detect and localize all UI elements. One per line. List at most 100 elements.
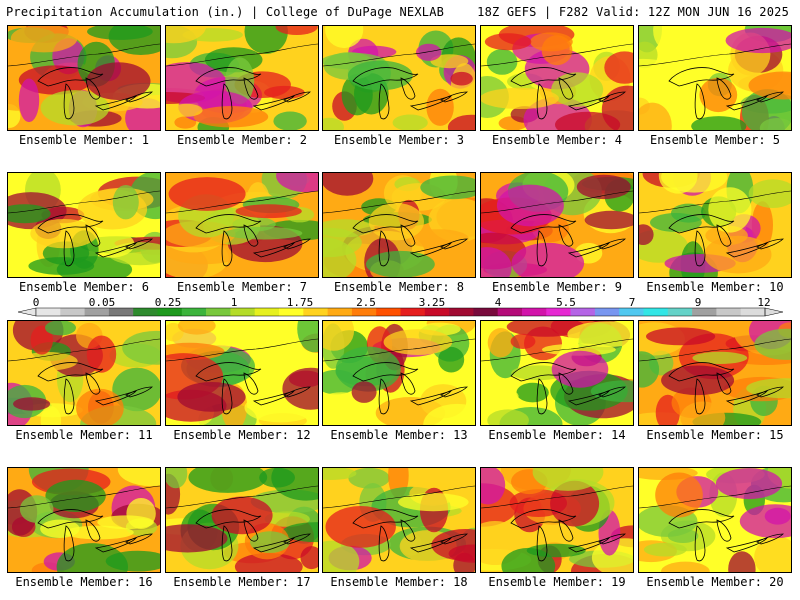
precip-field: [166, 26, 318, 130]
precip-field: [481, 26, 633, 130]
precip-field: [323, 321, 475, 425]
ensemble-member-label: Ensemble Member: 10: [646, 280, 784, 294]
precip-colorbar: [17, 307, 784, 317]
colorbar-tick: 7: [628, 296, 636, 309]
colorbar-tick: 2.5: [356, 296, 376, 309]
ensemble-map-panel: [638, 25, 792, 131]
ensemble-member-label: Ensemble Member: 1: [18, 133, 150, 147]
colorbar-tick: 1: [230, 296, 238, 309]
colorbar-swatch: [351, 308, 377, 316]
ensemble-member-label: Ensemble Member: 17: [173, 575, 311, 589]
precip-field: [639, 468, 791, 572]
colorbar-swatch: [522, 308, 547, 316]
colorbar-swatch: [206, 308, 231, 316]
colorbar-swatch: [303, 308, 328, 316]
colorbar-low-arrow: [17, 307, 37, 317]
colorbar-tick: 12: [757, 296, 771, 309]
ensemble-map-panel: [165, 25, 319, 131]
run-valid-time: 18Z GEFS | F282 Valid: 12Z MON JUN 16 20…: [477, 5, 789, 19]
colorbar-swatch: [181, 308, 207, 316]
ensemble-member-label: Ensemble Member: 18: [330, 575, 468, 589]
colorbar-swatch: [108, 308, 134, 316]
ensemble-member-label: Ensemble Member: 16: [15, 575, 153, 589]
ensemble-map-panel: [638, 172, 792, 278]
colorbar-swatch: [84, 308, 110, 316]
ensemble-member-label: Ensemble Member: 15: [646, 428, 784, 442]
precip-field: [481, 468, 633, 572]
ensemble-member-label: Ensemble Member: 6: [18, 280, 150, 294]
colorbar-swatch: [424, 308, 450, 316]
colorbar-swatch: [449, 308, 474, 316]
ensemble-member-label: Ensemble Member: 20: [646, 575, 784, 589]
colorbar-tick: 0.05: [88, 296, 116, 309]
ensemble-map-panel: [322, 320, 476, 426]
ensemble-member-label: Ensemble Member: 12: [173, 428, 311, 442]
product-title: Precipitation Accumulation (in.) | Colle…: [6, 5, 445, 19]
colorbar-swatch: [157, 308, 183, 316]
colorbar-swatch: [716, 308, 741, 316]
colorbar-swatch: [279, 308, 304, 316]
colorbar-swatch: [473, 308, 498, 316]
ensemble-map-panel: [165, 172, 319, 278]
precip-field: [8, 173, 160, 277]
colorbar-swatch: [230, 308, 255, 316]
ensemble-member-label: Ensemble Member: 13: [330, 428, 468, 442]
colorbar-swatch: [254, 308, 280, 316]
ensemble-member-label: Ensemble Member: 2: [176, 133, 308, 147]
colorbar-tick: 1.75: [286, 296, 314, 309]
colorbar-swatch: [36, 308, 61, 316]
ensemble-map-panel: [480, 320, 634, 426]
precip-field: [323, 173, 475, 277]
precip-field: [323, 468, 475, 572]
precip-field: [639, 173, 791, 277]
ensemble-member-label: Ensemble Member: 4: [491, 133, 623, 147]
ensemble-map-panel: [638, 320, 792, 426]
ensemble-member-label: Ensemble Member: 3: [333, 133, 465, 147]
colorbar-swatch: [546, 308, 571, 316]
colorbar-swatch: [570, 308, 596, 316]
precip-field: [639, 321, 791, 425]
colorbar-swatch: [740, 308, 766, 316]
precip-field: [639, 26, 791, 130]
ensemble-map-panel: [7, 172, 161, 278]
colorbar-high-arrow: [764, 307, 784, 317]
ensemble-member-label: Ensemble Member: 11: [15, 428, 153, 442]
ensemble-member-label: Ensemble Member: 19: [488, 575, 626, 589]
ensemble-map-panel: [322, 172, 476, 278]
colorbar-swatch: [376, 308, 401, 316]
precip-field: [481, 173, 633, 277]
precip-field: [8, 468, 160, 572]
colorbar-swatch: [643, 308, 669, 316]
colorbar-tick: 3.25: [418, 296, 446, 309]
ensemble-map-panel: [638, 467, 792, 573]
ensemble-member-label: Ensemble Member: 5: [649, 133, 781, 147]
colorbar-swatch: [692, 308, 717, 316]
colorbar-swatch: [60, 308, 85, 316]
ensemble-member-label: Ensemble Member: 8: [333, 280, 465, 294]
colorbar-swatch: [594, 308, 620, 316]
ensemble-map-panel: [480, 172, 634, 278]
colorbar-tick: 0.25: [154, 296, 182, 309]
ensemble-map-panel: [7, 25, 161, 131]
ensemble-map-panel: [322, 467, 476, 573]
ensemble-map-panel: [165, 320, 319, 426]
colorbar-swatch: [133, 308, 158, 316]
colorbar-tick: 9: [694, 296, 702, 309]
colorbar-swatch: [619, 308, 644, 316]
colorbar-swatch: [667, 308, 693, 316]
colorbar-tick: 0: [32, 296, 40, 309]
ensemble-map-panel: [480, 467, 634, 573]
precip-field: [8, 321, 160, 425]
colorbar-tick: 4: [494, 296, 502, 309]
ensemble-member-label: Ensemble Member: 14: [488, 428, 626, 442]
ensemble-map-panel: [7, 467, 161, 573]
precip-field: [481, 321, 633, 425]
precip-field: [166, 468, 318, 572]
precip-field: [166, 321, 318, 425]
ensemble-map-panel: [322, 25, 476, 131]
colorbar-swatch: [497, 308, 523, 316]
colorbar-swatch: [327, 308, 353, 316]
precip-field: [323, 26, 475, 130]
ensemble-member-label: Ensemble Member: 7: [176, 280, 308, 294]
colorbar-swatch: [400, 308, 426, 316]
